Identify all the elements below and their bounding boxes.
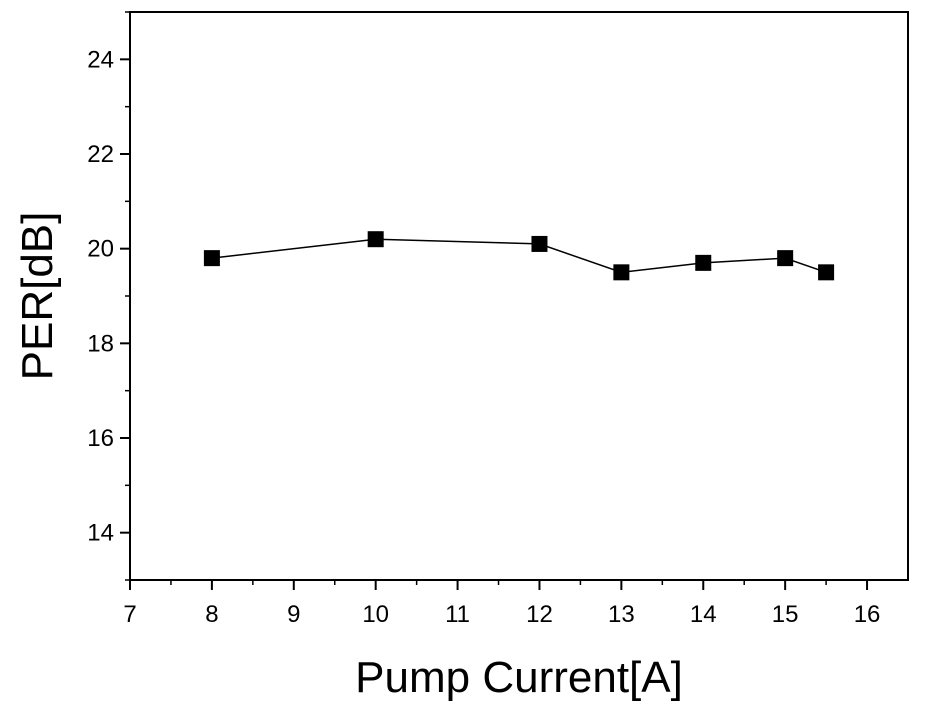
x-tick-label: 16: [854, 601, 881, 628]
x-tick-label: 9: [287, 601, 300, 628]
y-tick-label: 20: [87, 236, 114, 263]
y-tick-label: 14: [87, 520, 114, 547]
x-tick-label: 12: [526, 601, 553, 628]
y-axis-title: PER[dB]: [13, 212, 62, 381]
y-tick-label: 22: [87, 141, 114, 168]
data-point: [613, 264, 630, 281]
data-point: [818, 264, 835, 281]
data-point: [695, 254, 712, 271]
x-tick-label: 13: [608, 601, 635, 628]
x-axis: 7 8 9 10 11 12 13 14 15 16: [123, 580, 880, 628]
x-tick-label: 7: [123, 601, 136, 628]
x-tick-label: 10: [362, 601, 389, 628]
x-tick-label: 11: [445, 601, 470, 628]
y-tick-label: 16: [87, 425, 114, 452]
x-tick-label: 8: [205, 601, 218, 628]
x-axis-title: Pump Current[A]: [355, 653, 683, 702]
data-point: [203, 250, 220, 267]
data-points: [203, 231, 835, 281]
y-tick-label: 18: [87, 330, 114, 357]
data-point: [367, 231, 384, 248]
series-line: [211, 238, 827, 274]
data-point: [531, 235, 548, 252]
x-tick-label: 14: [690, 601, 717, 628]
data-point: [777, 250, 794, 267]
y-tick-label: 24: [87, 46, 114, 73]
plot-frame: [129, 11, 909, 581]
y-axis: 14 16 18 20 22 24: [87, 11, 130, 581]
x-tick-label: 15: [772, 601, 799, 628]
